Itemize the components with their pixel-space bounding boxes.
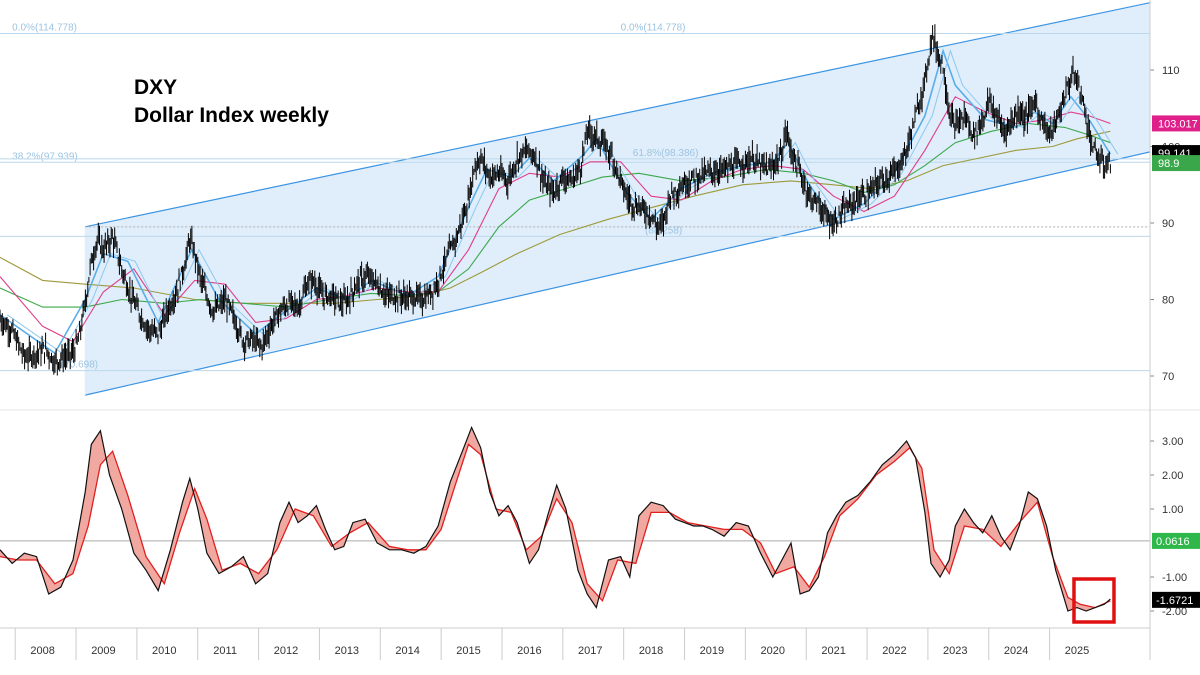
- x-tick-label: 2013: [335, 645, 359, 657]
- oscillator-line: [0, 425, 1111, 612]
- x-tick-label: 2022: [882, 645, 906, 657]
- x-tick-label: 2012: [274, 645, 298, 657]
- x-tick-label: 2010: [152, 645, 176, 657]
- x-tick-label: 2016: [517, 645, 541, 657]
- fib-level-label: 0.0%(114.778): [12, 22, 77, 33]
- price-tick-label: 80: [1162, 295, 1174, 307]
- channel-lower-line: [85, 151, 1151, 396]
- x-tick-label: 2009: [91, 645, 115, 657]
- x-tick-label: 2015: [456, 645, 480, 657]
- oscillator-panel: [0, 409, 1200, 624]
- price-value-tag: [1152, 115, 1200, 132]
- price-panel: 0.0%(114.778) 0.0%(114.778) 38.2%(97.939) 6…: [0, 2, 1151, 396]
- x-tick-label: 2024: [1004, 645, 1028, 657]
- price-tick-label: 110: [1162, 65, 1180, 77]
- osc-value-label: 0.0616: [1156, 536, 1190, 548]
- x-tick-label: 2011: [213, 645, 237, 657]
- x-tick-label: 2023: [943, 645, 967, 657]
- x-tick-label: 2017: [578, 645, 602, 657]
- x-tick-label: 2020: [761, 645, 785, 657]
- highlight-box: [1072, 577, 1116, 624]
- price-tick-label: 70: [1162, 371, 1174, 383]
- price-value-label: 98.9: [1158, 158, 1179, 170]
- chart-title-block: DXY Dollar Index weekly: [134, 74, 329, 130]
- oscillator-fill: [0, 428, 1110, 611]
- channel-upper-line: [85, 2, 1151, 228]
- signal-line: [0, 443, 1111, 609]
- osc-tick-label: -1.00: [1162, 572, 1187, 584]
- channel-fill: [85, 2, 1151, 396]
- osc-tick-label: 1.00: [1162, 504, 1183, 516]
- price-bars: [0, 24, 1111, 376]
- fib-level-label: (70.698): [61, 360, 98, 371]
- price-value-label: 103.017: [1158, 118, 1198, 130]
- x-tick-label: 2008: [30, 645, 54, 657]
- osc-tick-label: -2.00: [1162, 606, 1187, 618]
- x-tick-label: 2025: [1065, 645, 1089, 657]
- osc-tick-label: 3.00: [1162, 436, 1183, 448]
- chart-subtitle: Dollar Index weekly: [134, 104, 329, 127]
- osc-tick-label: 2.00: [1162, 470, 1183, 482]
- x-tick-label: 2019: [700, 645, 724, 657]
- osc-value-tag: [1152, 532, 1200, 549]
- x-tick-label: 2018: [639, 645, 663, 657]
- price-tick-label: 90: [1162, 218, 1174, 230]
- x-tick-label: 2014: [395, 645, 419, 657]
- fib-level-label: 0.0%(114.778): [621, 22, 686, 33]
- price-value-tag: [1152, 155, 1200, 172]
- chart-title: DXY: [134, 76, 178, 99]
- axes: 110100908070103.01799.14198.93.002.001.0…: [0, 0, 1200, 660]
- fib-level-label: 61.8%(98.386): [633, 148, 699, 159]
- osc-value-label: -1.6721: [1156, 595, 1193, 607]
- fib-level-label: 38.2%(97.939): [12, 151, 78, 162]
- x-tick-label: 2021: [821, 645, 845, 657]
- osc-value-tag: [1152, 591, 1200, 608]
